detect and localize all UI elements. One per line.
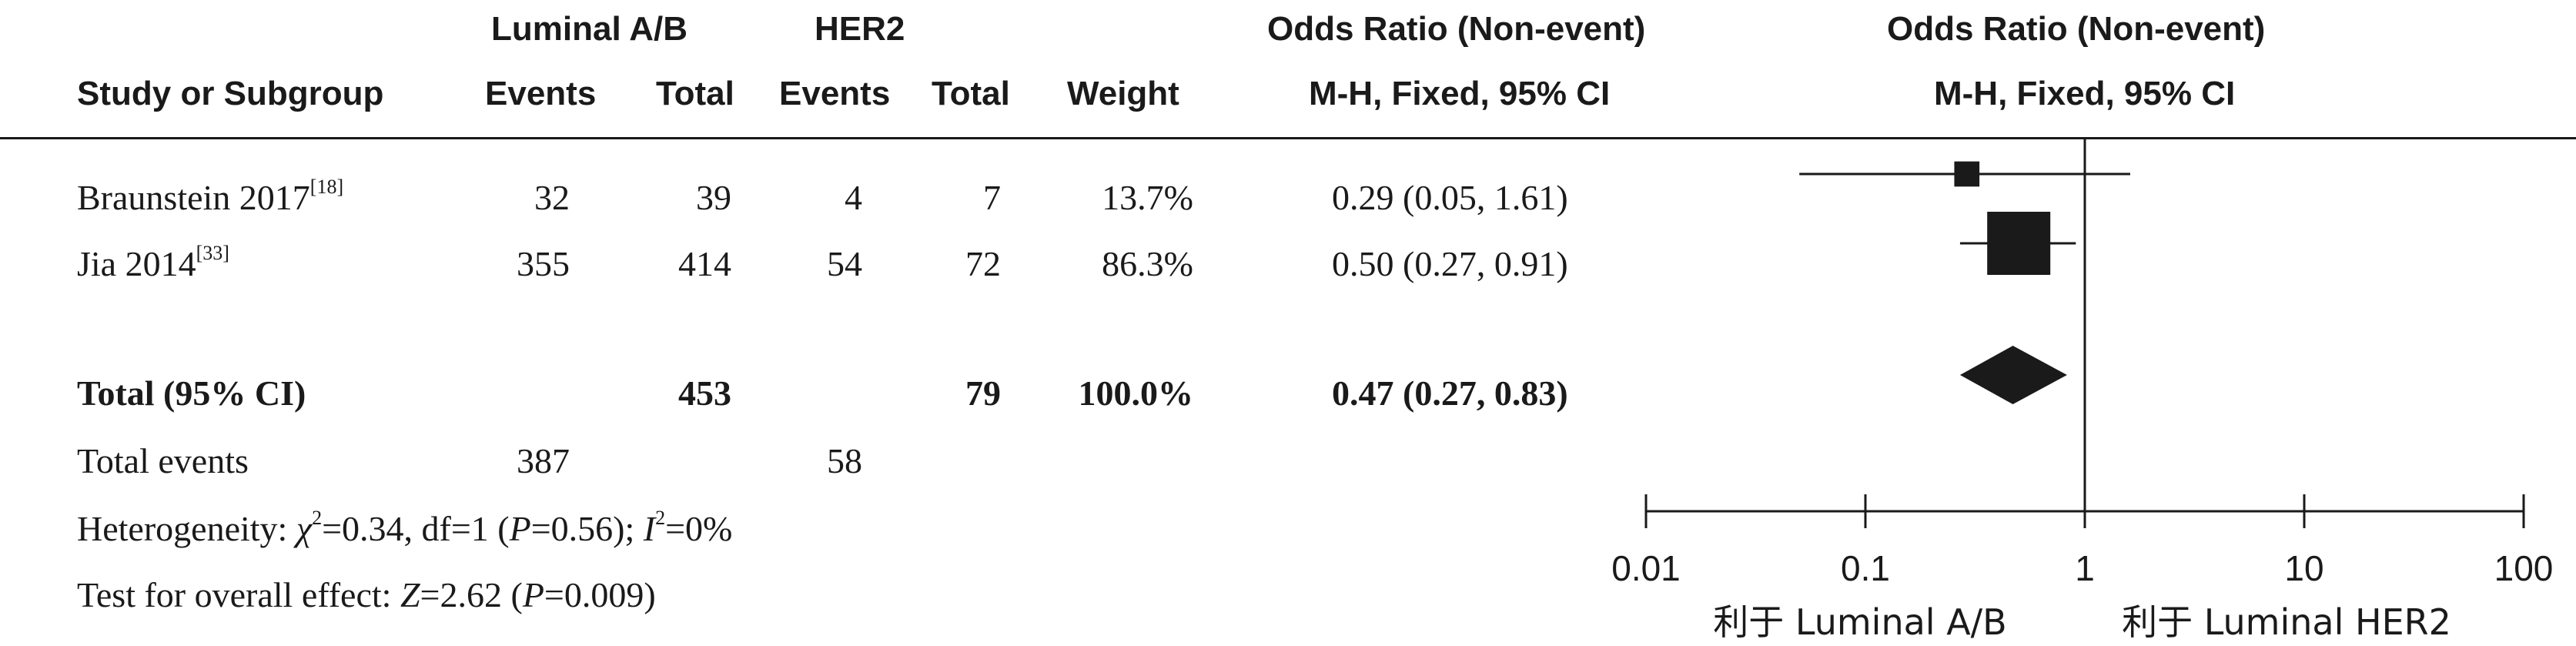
total2-value: 72 <box>965 244 1001 283</box>
weight-value: 13.7% <box>1102 178 1193 217</box>
favours-left-label: 利于 Luminal A/B <box>1713 601 2006 643</box>
total-ci: 0.47 (0.27, 0.83) <box>1332 373 1568 413</box>
group2-header: HER2 <box>815 10 905 48</box>
events2-value: 4 <box>845 178 862 217</box>
study-effect-square <box>1987 212 2051 275</box>
study-effect-square <box>1954 161 1980 187</box>
total1-value: 39 <box>696 178 731 217</box>
x-axis-tick-label: 0.1 <box>1841 548 1890 588</box>
study-name: Jia 2014[33] <box>77 242 229 283</box>
x-axis-tick-label: 1 <box>2075 548 2095 588</box>
overall-effect-test: Test for overall effect: Z=2.62 (P=0.009… <box>77 575 656 614</box>
study-reference: [18] <box>309 176 344 198</box>
plot-title-header: Odds Ratio (Non-event) <box>1887 10 2266 48</box>
ci-value: 0.50 (0.27, 0.91) <box>1332 244 1568 283</box>
ci-value: 0.29 (0.05, 1.61) <box>1332 178 1568 217</box>
x-axis-tick-label: 100 <box>2494 548 2554 588</box>
total1-sum: 453 <box>678 373 731 413</box>
total-events1: 387 <box>517 441 570 480</box>
heterogeneity-stats: Heterogeneity: χ2=0.34, df=1 (P=0.56); I… <box>77 507 733 548</box>
total2-sum: 79 <box>965 373 1001 413</box>
group1-header: Luminal A/B <box>491 10 688 48</box>
weight-header: Weight <box>1067 75 1179 112</box>
events1-header: Events <box>485 75 597 112</box>
weight-value: 86.3% <box>1102 244 1193 283</box>
study-column-header: Study or Subgroup <box>77 75 384 112</box>
or-title-header: Odds Ratio (Non-event) <box>1267 10 1646 48</box>
total2-value: 7 <box>983 178 1001 217</box>
total1-header: Total <box>656 75 734 112</box>
total-weight: 100.0% <box>1078 373 1194 413</box>
total-events2: 58 <box>827 441 862 480</box>
total2-header: Total <box>932 75 1010 112</box>
x-axis-tick-label: 0.01 <box>1611 548 1681 588</box>
study-reference: [33] <box>196 242 229 264</box>
events2-value: 54 <box>827 244 862 283</box>
total1-value: 414 <box>678 244 731 283</box>
favours-right-label: 利于 Luminal HER2 <box>2122 601 2451 643</box>
study-name: Braunstein 2017[18] <box>77 176 344 217</box>
plot-method-header: M-H, Fixed, 95% CI <box>1934 75 2236 112</box>
or-method-header: M-H, Fixed, 95% CI <box>1309 75 1611 112</box>
pooled-diamond <box>1959 346 2067 404</box>
events1-value: 32 <box>534 178 570 217</box>
x-axis-tick-label: 10 <box>2284 548 2323 588</box>
header-rule <box>0 137 2576 139</box>
total-label: Total (95% CI) <box>77 373 306 413</box>
total-events-label: Total events <box>77 441 249 480</box>
events1-value: 355 <box>517 244 570 283</box>
events2-header: Events <box>779 75 891 112</box>
